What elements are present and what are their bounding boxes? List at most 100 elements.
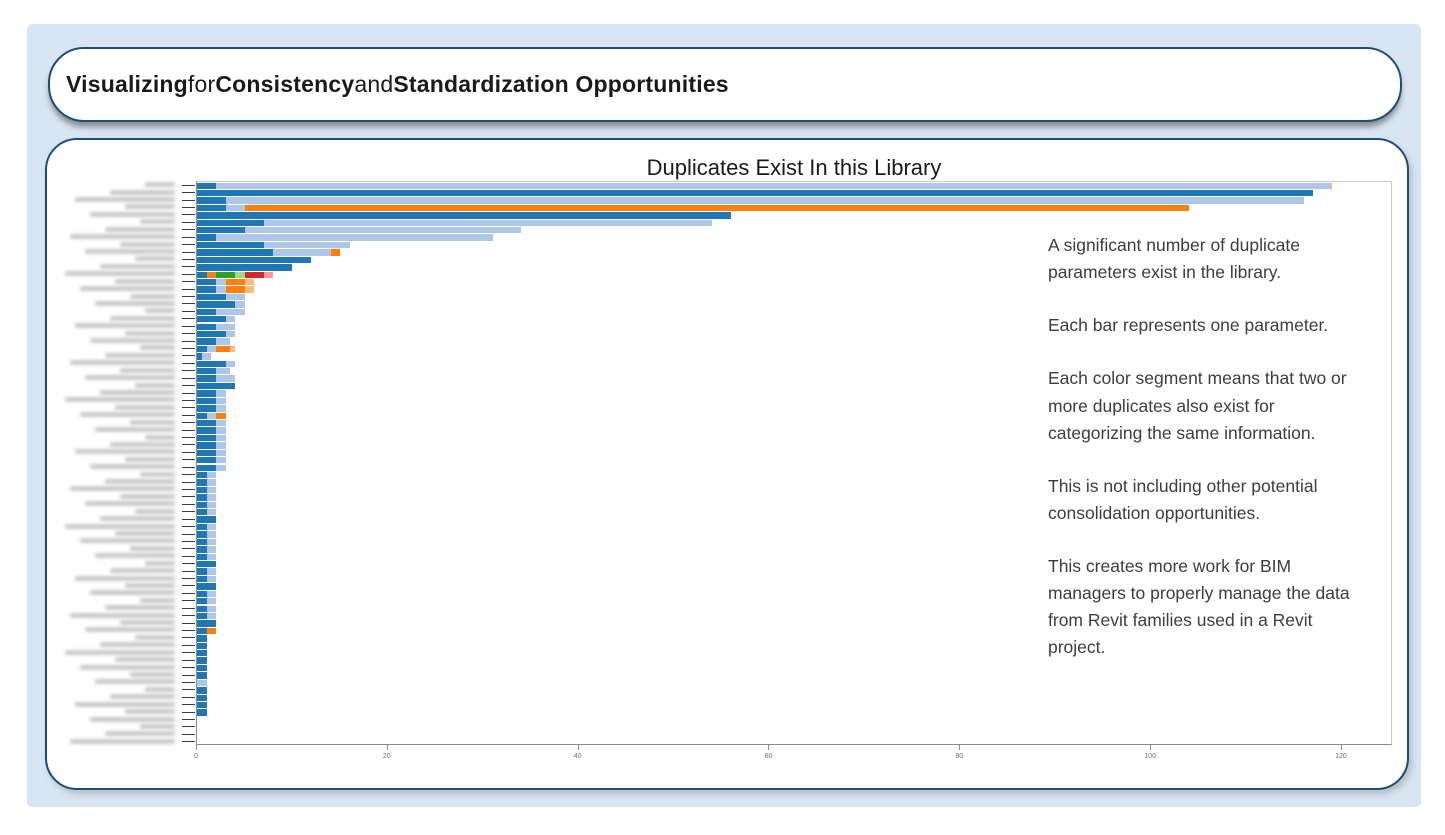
bar-segment-dark-blue bbox=[197, 419, 217, 427]
x-tick-label: 20 bbox=[382, 753, 391, 760]
bar-segment-dark-blue bbox=[197, 316, 226, 323]
bar-segment-dark-blue bbox=[197, 323, 217, 330]
bar-row bbox=[197, 538, 217, 546]
y-label-redacted bbox=[70, 612, 175, 618]
bar-row bbox=[197, 479, 217, 486]
y-tick bbox=[182, 526, 195, 528]
y-label-redacted bbox=[100, 516, 175, 522]
y-label-redacted bbox=[145, 308, 175, 314]
bar-segment-dark-blue bbox=[197, 330, 226, 338]
bar-row bbox=[197, 264, 293, 271]
bar-segment-light-blue bbox=[216, 434, 226, 442]
bar-segment-dark-blue bbox=[197, 293, 226, 301]
y-axis-labels-redacted bbox=[58, 181, 178, 745]
y-label-redacted bbox=[110, 189, 175, 195]
y-label-redacted bbox=[130, 293, 175, 299]
bar-row bbox=[197, 553, 217, 560]
y-tick bbox=[182, 451, 195, 453]
bar-segment-light-blue bbox=[216, 278, 226, 286]
y-tick bbox=[182, 288, 195, 290]
bar-row bbox=[197, 405, 226, 412]
bar-row bbox=[197, 308, 245, 316]
bar-row bbox=[197, 271, 274, 278]
bar-segment-dark-blue bbox=[197, 687, 207, 694]
y-tick bbox=[182, 258, 195, 260]
y-tick bbox=[182, 637, 195, 639]
bar-row bbox=[197, 382, 236, 390]
bar-segment-dark-blue bbox=[197, 264, 293, 271]
y-label-redacted bbox=[140, 345, 175, 351]
y-axis-ticks bbox=[182, 181, 196, 745]
y-tick bbox=[182, 689, 195, 691]
bar-row bbox=[197, 197, 1304, 204]
bar-segment-light-blue bbox=[216, 405, 226, 412]
bar-segment-dark-blue bbox=[197, 516, 217, 523]
bar-segment-dark-blue bbox=[197, 442, 217, 449]
y-label-redacted bbox=[135, 508, 175, 514]
bar-row bbox=[197, 442, 226, 449]
bar-segment-dark-blue bbox=[197, 560, 217, 568]
y-tick bbox=[182, 266, 195, 268]
y-tick bbox=[182, 652, 195, 654]
bar-segment-dark-blue bbox=[197, 189, 1314, 197]
bar-row bbox=[197, 635, 207, 642]
y-label-redacted bbox=[140, 723, 175, 729]
bar-segment-dark-blue bbox=[197, 241, 264, 249]
y-label-redacted bbox=[145, 560, 175, 566]
y-tick bbox=[182, 444, 195, 446]
slide-title-part: Visualizing bbox=[66, 71, 188, 97]
y-tick bbox=[182, 481, 195, 483]
bar-segment-dark-blue bbox=[197, 375, 217, 382]
bar-segment-light-blue bbox=[206, 538, 217, 546]
x-tick-label: 100 bbox=[1144, 753, 1156, 760]
bar-segment-light-blue bbox=[206, 471, 217, 479]
bar-segment-dark-blue bbox=[197, 278, 217, 286]
y-label-redacted bbox=[95, 300, 175, 306]
bar-row bbox=[197, 672, 207, 679]
y-tick bbox=[182, 459, 195, 461]
y-label-redacted bbox=[145, 434, 175, 440]
y-tick bbox=[182, 719, 195, 721]
y-tick bbox=[182, 570, 195, 572]
bar-segment-light-orange bbox=[244, 286, 255, 293]
x-tick-label: 120 bbox=[1335, 753, 1347, 760]
bar-row bbox=[197, 627, 217, 635]
annotation-paragraph: A significant number of duplicate parame… bbox=[1048, 235, 1300, 283]
bar-segment-dark-blue bbox=[197, 598, 207, 605]
y-label-redacted bbox=[130, 419, 175, 425]
bar-row bbox=[197, 286, 255, 293]
bar-row bbox=[197, 368, 231, 375]
bar-segment-light-blue bbox=[216, 419, 226, 427]
y-label-redacted bbox=[130, 672, 175, 677]
bar-segment-dark-blue bbox=[197, 575, 207, 583]
x-tick bbox=[577, 745, 579, 750]
bar-segment-light-blue bbox=[225, 330, 236, 338]
bar-segment-light-blue bbox=[206, 605, 217, 612]
slide-title-part: Standardization Opportunities bbox=[393, 71, 729, 97]
bar-segment-dark-blue bbox=[197, 338, 217, 345]
bar-segment-light-blue bbox=[225, 360, 236, 367]
bar-segment-dark-blue bbox=[197, 664, 207, 672]
y-tick bbox=[182, 548, 195, 550]
y-label-redacted bbox=[115, 404, 175, 410]
y-tick bbox=[182, 615, 195, 617]
y-tick bbox=[182, 629, 195, 631]
bar-segment-dark-blue bbox=[197, 405, 217, 412]
y-tick bbox=[182, 340, 195, 342]
bar-segment-dark-blue bbox=[197, 360, 226, 367]
y-label-redacted bbox=[75, 575, 175, 581]
y-tick bbox=[182, 214, 195, 216]
annotation-paragraph: This creates more work for BIM managers … bbox=[1048, 556, 1350, 658]
bar-segment-dark-blue bbox=[197, 397, 217, 405]
bar-segment-dark-blue bbox=[197, 219, 264, 226]
bar-row bbox=[197, 575, 217, 583]
y-label-redacted bbox=[100, 390, 175, 395]
bar-segment-dark-blue bbox=[197, 568, 207, 575]
y-label-redacted bbox=[65, 271, 175, 277]
bar-segment-dark-blue bbox=[197, 553, 207, 560]
y-label-redacted bbox=[110, 315, 175, 321]
bar-row bbox=[197, 471, 217, 479]
bar-segment-dark-blue bbox=[197, 494, 207, 501]
y-tick bbox=[182, 511, 195, 513]
bar-segment-dark-blue bbox=[197, 390, 217, 397]
